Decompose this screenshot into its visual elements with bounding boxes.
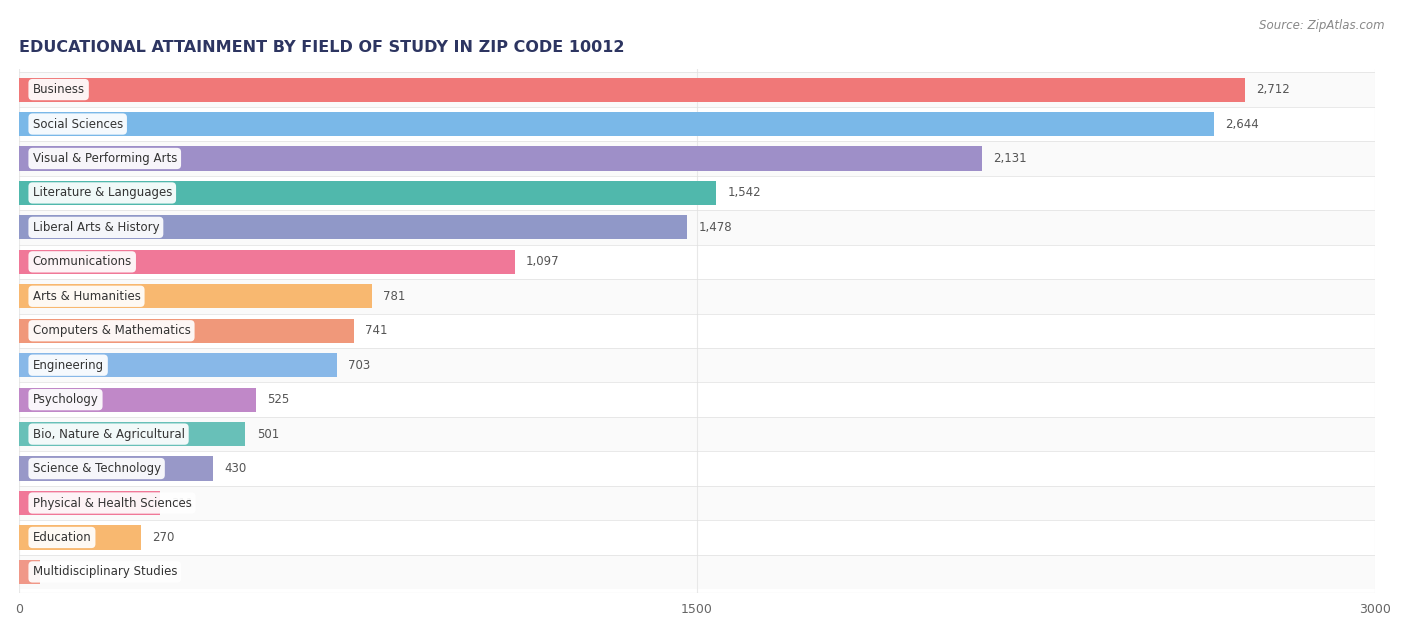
Bar <box>20 560 39 584</box>
Bar <box>20 555 1375 589</box>
Text: 501: 501 <box>257 428 278 440</box>
Text: 430: 430 <box>225 462 247 475</box>
Text: Multidisciplinary Studies: Multidisciplinary Studies <box>32 565 177 579</box>
Bar <box>20 387 256 411</box>
Text: Liberal Arts & History: Liberal Arts & History <box>32 221 159 234</box>
Bar <box>20 314 1375 348</box>
Text: Business: Business <box>32 83 84 96</box>
Bar <box>20 141 1375 175</box>
Bar <box>20 175 1375 210</box>
Bar <box>20 348 1375 382</box>
Text: 781: 781 <box>384 290 406 303</box>
Text: Bio, Nature & Agricultural: Bio, Nature & Agricultural <box>32 428 184 440</box>
Text: 270: 270 <box>152 531 174 544</box>
Text: 2,131: 2,131 <box>994 152 1028 165</box>
Bar <box>20 319 354 343</box>
Bar <box>20 526 141 550</box>
Bar <box>20 210 1375 245</box>
Text: 741: 741 <box>366 324 388 337</box>
Bar <box>20 353 337 377</box>
Text: Arts & Humanities: Arts & Humanities <box>32 290 141 303</box>
Bar <box>20 112 1215 136</box>
Text: Source: ZipAtlas.com: Source: ZipAtlas.com <box>1260 19 1385 32</box>
Text: Visual & Performing Arts: Visual & Performing Arts <box>32 152 177 165</box>
Text: Psychology: Psychology <box>32 393 98 406</box>
Bar <box>20 284 373 309</box>
Bar <box>20 181 716 205</box>
Text: Computers & Mathematics: Computers & Mathematics <box>32 324 190 337</box>
Bar <box>20 73 1375 107</box>
Text: 311: 311 <box>172 497 193 509</box>
Bar <box>20 422 246 446</box>
Text: EDUCATIONAL ATTAINMENT BY FIELD OF STUDY IN ZIP CODE 10012: EDUCATIONAL ATTAINMENT BY FIELD OF STUDY… <box>20 40 624 56</box>
Text: 703: 703 <box>349 358 370 372</box>
Bar <box>20 215 688 239</box>
Bar <box>20 245 1375 279</box>
Bar <box>20 491 159 515</box>
Text: Education: Education <box>32 531 91 544</box>
Text: Engineering: Engineering <box>32 358 104 372</box>
Text: 1,478: 1,478 <box>699 221 733 234</box>
Bar <box>20 417 1375 451</box>
Text: 2,644: 2,644 <box>1226 117 1260 131</box>
Bar <box>20 451 1375 486</box>
Text: Literature & Languages: Literature & Languages <box>32 186 172 199</box>
Text: Communications: Communications <box>32 256 132 268</box>
Text: Science & Technology: Science & Technology <box>32 462 160 475</box>
Bar <box>20 486 1375 520</box>
Text: 1,097: 1,097 <box>526 256 560 268</box>
Bar <box>20 382 1375 417</box>
Text: 2,712: 2,712 <box>1256 83 1289 96</box>
Bar <box>20 456 214 481</box>
Text: 525: 525 <box>267 393 290 406</box>
Bar <box>20 279 1375 314</box>
Bar <box>20 146 983 170</box>
Text: 1,542: 1,542 <box>727 186 761 199</box>
Bar <box>20 250 515 274</box>
Text: Social Sciences: Social Sciences <box>32 117 122 131</box>
Bar <box>20 520 1375 555</box>
Text: 46: 46 <box>51 565 66 579</box>
Bar <box>20 78 1244 102</box>
Bar <box>20 107 1375 141</box>
Text: Physical & Health Sciences: Physical & Health Sciences <box>32 497 191 509</box>
